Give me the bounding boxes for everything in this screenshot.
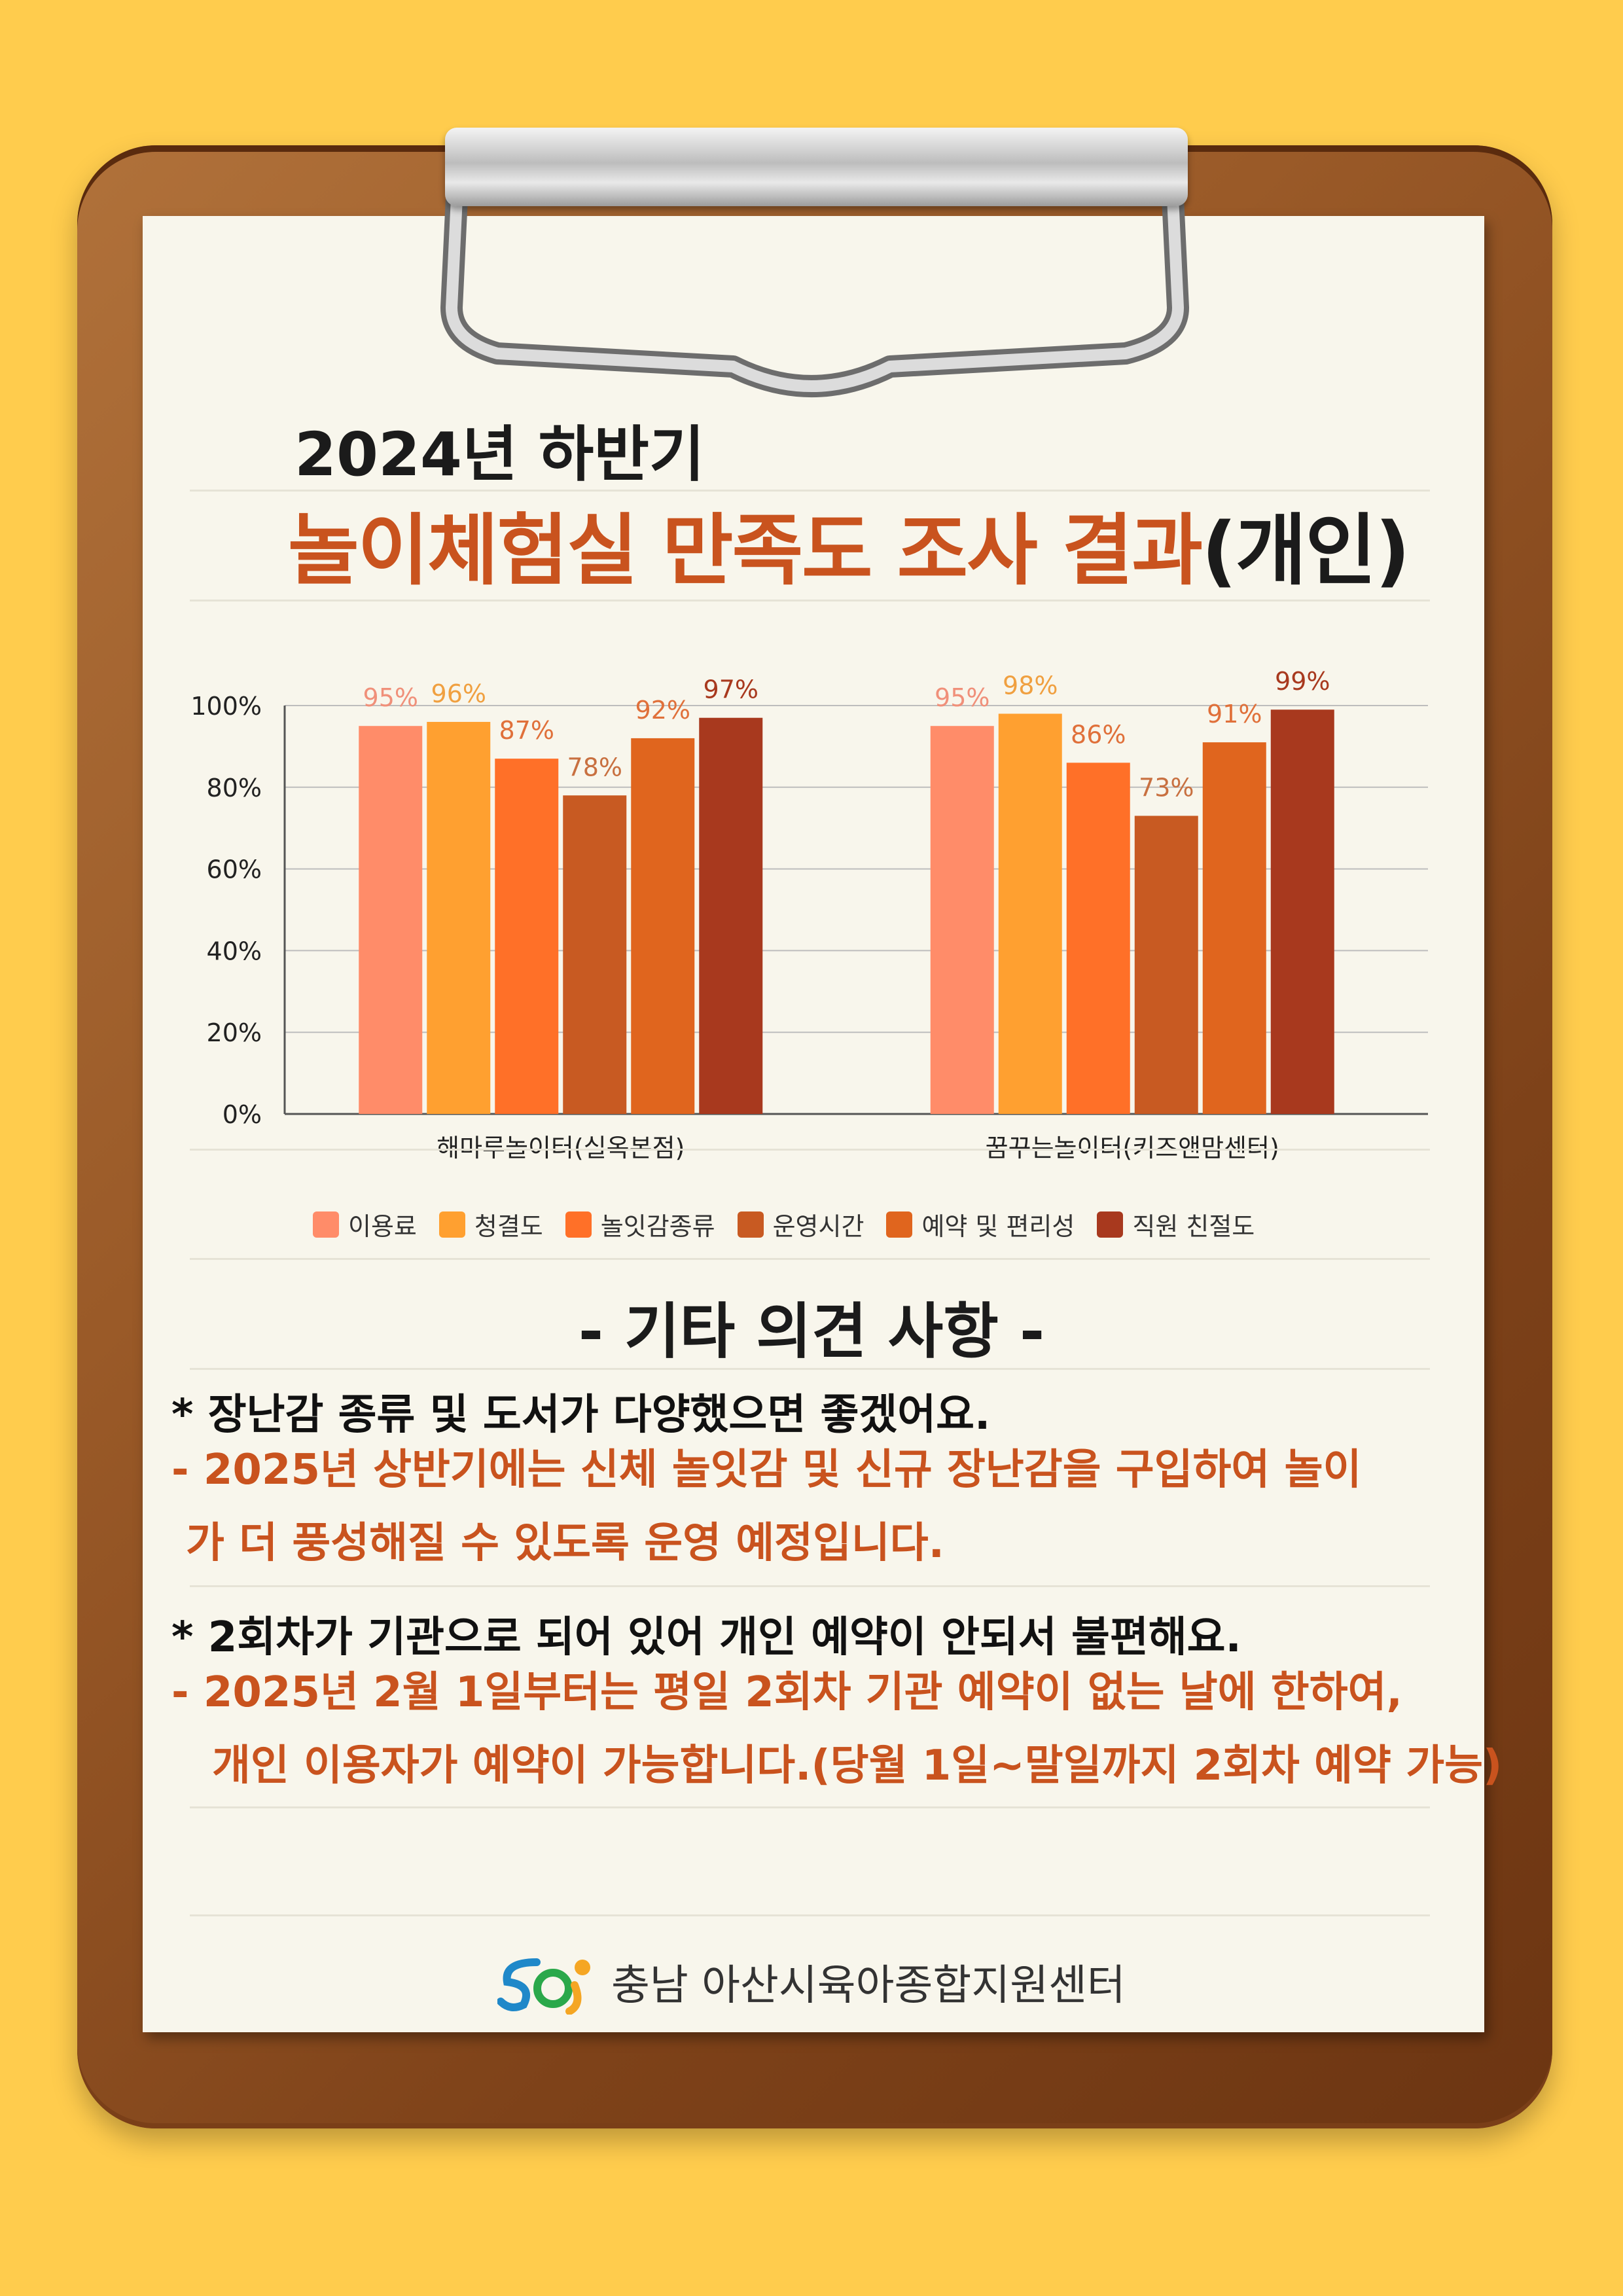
legend-label: 청결도 [474, 1212, 543, 1241]
legend-item: 청결도 [438, 1206, 543, 1242]
question-1: * 장난감 종류 및 도서가 다양했으면 좋겠어요. [171, 1391, 991, 1439]
clip-wire [440, 159, 1189, 397]
data-label: 86% [1071, 720, 1126, 749]
paper-sheet [143, 216, 1484, 2032]
bar [930, 726, 994, 1114]
legend-item: 놀잇감종류 [565, 1206, 715, 1242]
y-tick-label: 0% [223, 1100, 262, 1129]
org-logo-icon [497, 1958, 590, 2015]
divider [190, 1368, 1430, 1370]
y-tick-label: 60% [207, 855, 262, 884]
divider [190, 1806, 1430, 1808]
data-label: 99% [1275, 667, 1330, 696]
clip-base [445, 128, 1188, 206]
answer-2: - 2025년 2월 1일부터는 평일 2회차 기관 예약이 없는 날에 한하여… [171, 1656, 1502, 1803]
divider [190, 1149, 1430, 1151]
answer-1-line1: - 2025년 상반기에는 신체 놀잇감 및 신규 장난감을 구입하여 놀이 [171, 1446, 1362, 1494]
bar [359, 726, 423, 1114]
bar [495, 759, 559, 1114]
page-subtitle: 2024년 하반기 [294, 420, 705, 490]
legend-label: 놀잇감종류 [600, 1212, 715, 1241]
data-label: 73% [1139, 773, 1194, 802]
title-main: 놀이체험실 만족도 조사 결과 [288, 505, 1203, 596]
data-label: 92% [635, 696, 690, 725]
y-tick-label: 100% [190, 692, 262, 721]
page-title: 놀이체험실 만족도 조사 결과(개인) [288, 488, 1410, 600]
footer: 충남 아산시육아종합지원센터 [497, 1949, 1126, 2015]
legend-swatch [1097, 1211, 1124, 1238]
category-label: 해마루놀이터(실옥본점) [437, 1134, 685, 1162]
divider [190, 490, 1430, 492]
y-tick-label: 80% [207, 774, 262, 802]
bar [1270, 709, 1334, 1114]
data-label: 87% [499, 716, 554, 745]
category-label: 꿈꾸는놀이터(키즈앤맘센터) [986, 1134, 1279, 1162]
section-title: - 기타 의견 사항 - [578, 1297, 1045, 1367]
divider [190, 600, 1430, 601]
answer-2-line2: 개인 이용자가 예약이 가능합니다.(당월 1일~말일까지 2회차 예약 가능) [212, 1742, 1503, 1790]
bar [631, 738, 695, 1114]
legend-item: 운영시간 [737, 1206, 865, 1242]
bar [1202, 742, 1266, 1114]
data-label: 95% [935, 683, 990, 712]
data-label: 97% [704, 675, 758, 704]
bar [699, 717, 763, 1114]
data-label: 96% [431, 679, 486, 708]
answer-2-line1: - 2025년 2월 1일부터는 평일 2회차 기관 예약이 없는 날에 한하여… [171, 1668, 1402, 1717]
answer-1: - 2025년 상반기에는 신체 놀잇감 및 신규 장난감을 구입하여 놀이 가… [171, 1433, 1361, 1580]
legend-swatch [438, 1211, 465, 1238]
legend-label: 직원 친절도 [1132, 1212, 1255, 1241]
data-label: 78% [567, 753, 622, 781]
bar [563, 795, 627, 1114]
title-suffix: (개인) [1201, 505, 1410, 596]
bar [1134, 816, 1198, 1114]
legend-swatch [737, 1211, 764, 1238]
legend-swatch [565, 1211, 592, 1238]
y-tick-label: 20% [207, 1018, 262, 1047]
chart-legend: 이용료 청결도 놀잇감종류 운영시간 예약 및 편리성 직원 친절도 [313, 1206, 1255, 1242]
legend-label: 운영시간 [772, 1212, 865, 1241]
legend-label: 이용료 [348, 1212, 417, 1241]
legend-item: 예약 및 편리성 [886, 1206, 1075, 1242]
legend-item: 이용료 [313, 1206, 417, 1242]
data-label: 91% [1207, 700, 1262, 728]
divider [190, 1585, 1430, 1587]
divider [190, 1914, 1430, 1916]
data-label: 95% [363, 683, 418, 712]
legend-swatch [313, 1211, 339, 1238]
legend-swatch [886, 1211, 913, 1238]
y-tick-label: 40% [207, 937, 262, 965]
legend-item: 직원 친절도 [1097, 1206, 1255, 1242]
legend-label: 예약 및 편리성 [921, 1212, 1075, 1241]
question-2: * 2회차가 기관으로 되어 있어 개인 예약이 안되서 불편해요. [171, 1613, 1241, 1662]
bar [998, 713, 1062, 1114]
org-name: 충남 아산시육아종합지원센터 [611, 1962, 1126, 2010]
bar-chart: 0% 20% 40% 60% 80% 100% 95% 96% 87% 78% 92% 97% 해마루놀… [190, 667, 1428, 1162]
bar [427, 721, 491, 1114]
bar [1066, 762, 1130, 1114]
data-label: 98% [1003, 671, 1058, 700]
divider [190, 1258, 1430, 1260]
answer-1-line2: 가 더 풍성해질 수 있도록 운영 예정입니다. [186, 1519, 944, 1568]
